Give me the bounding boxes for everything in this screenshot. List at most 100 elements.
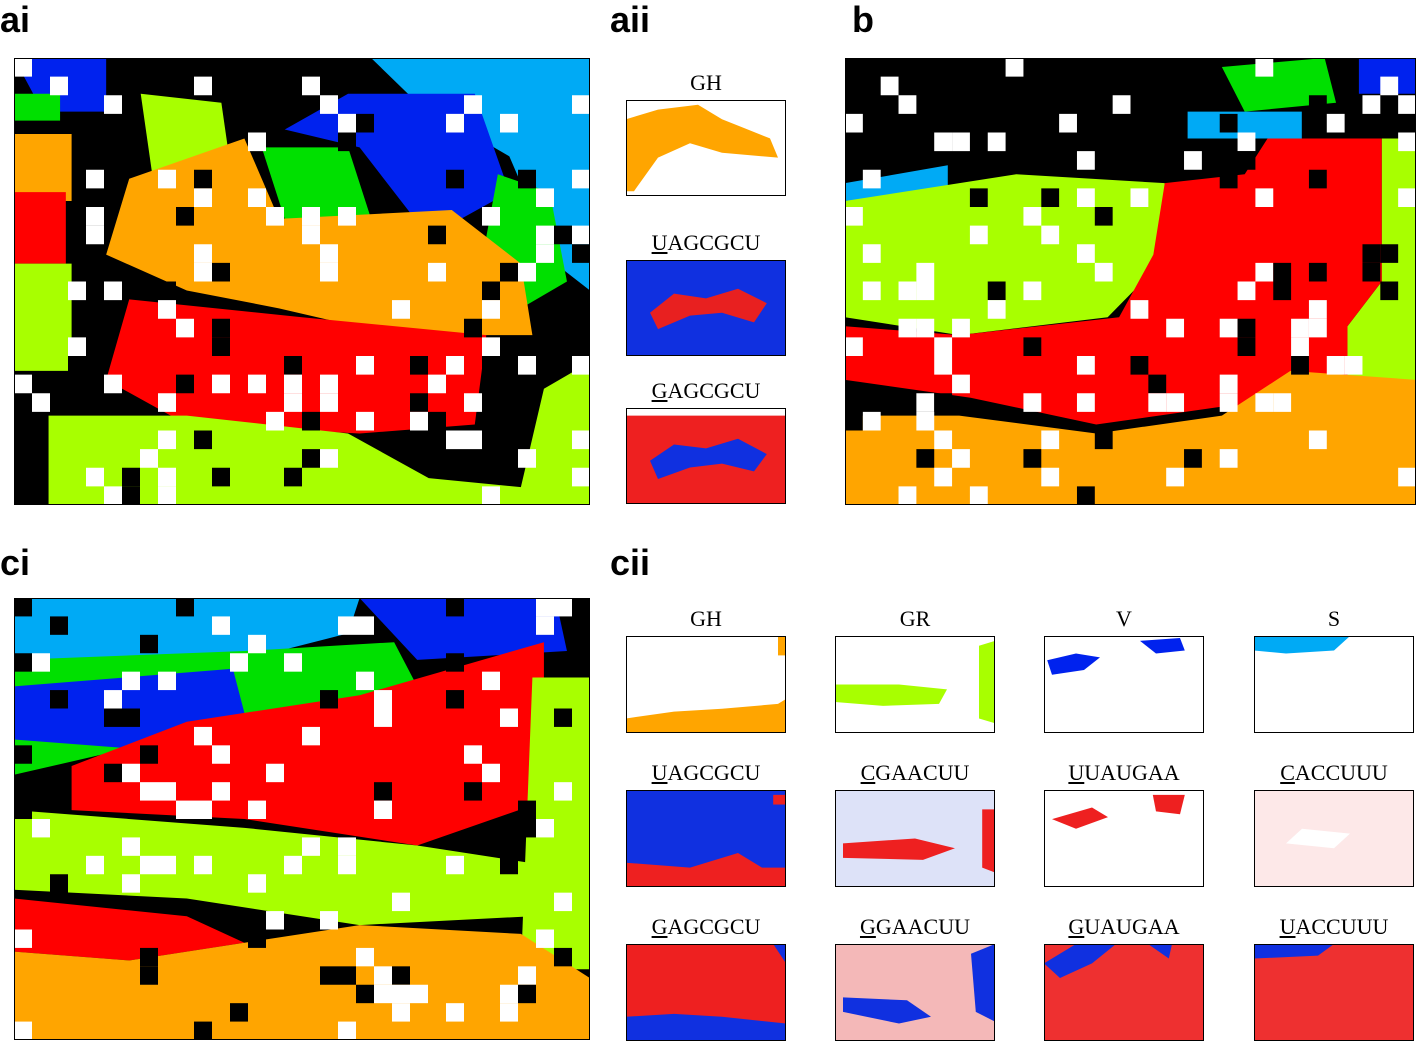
cell [1291,337,1309,356]
cell [284,653,302,672]
cell [374,966,392,985]
cell [1023,337,1042,356]
cell [1041,430,1060,450]
cell [338,1021,356,1040]
cell [482,207,500,226]
cell [302,726,320,746]
cell [338,966,356,985]
cell [248,800,266,819]
cell [122,113,140,133]
cell [464,393,482,412]
cell [86,467,104,487]
cell [1094,262,1113,282]
cell [969,151,988,170]
cell [1237,151,1256,170]
cell [898,281,917,301]
cell [987,132,1006,152]
cell [158,855,176,875]
cell [1023,281,1042,301]
cell [104,486,122,505]
cell [410,356,428,375]
cell [916,393,935,412]
cell [428,374,446,394]
cell [50,874,68,893]
cell [1308,169,1327,189]
cluster-map [845,58,1416,505]
cell [356,616,374,635]
cell [158,486,176,505]
cell [1308,262,1327,282]
cell [320,449,338,468]
cell [1148,393,1167,412]
map-title: CGAACUU [860,760,970,785]
cell [500,113,518,133]
cell [446,598,464,617]
map [626,100,786,196]
map-title: CACCUUU [1280,760,1388,785]
cell [212,374,230,394]
cell [104,95,122,114]
cell [1148,374,1167,394]
cell [916,318,935,338]
cell [122,95,140,114]
cell [284,374,302,394]
cell [50,616,68,635]
cell [158,430,176,450]
cell [122,763,140,783]
cell [1130,356,1149,375]
cell [1308,95,1327,114]
cell [14,653,32,672]
map [835,636,995,733]
cell [969,486,988,505]
cell [140,947,158,967]
cell [482,337,500,356]
cell [356,984,374,1004]
map [835,790,995,887]
cell [1219,393,1238,412]
cell [50,690,68,709]
cell [952,132,970,152]
cell [500,449,518,468]
map-title: UAGCGCU [651,230,761,255]
cell [1184,449,1202,468]
cell [374,782,392,801]
cell [934,132,953,152]
cell [14,58,32,77]
cell [1308,318,1327,338]
cell [1041,188,1060,207]
map [626,408,786,504]
map [1044,944,1204,1041]
cell [572,467,590,487]
cell [1184,151,1202,170]
cell [1166,76,1185,96]
cell [32,653,50,672]
cell [356,356,374,375]
cell [1041,225,1060,245]
cell [1076,356,1095,375]
cell [212,467,230,487]
cell [1219,318,1238,338]
cell [1094,430,1113,450]
cell [212,318,230,338]
map-title: GAGCGCU [651,378,761,403]
cell [482,356,500,375]
cell [266,911,284,930]
cell [176,598,194,617]
cell [338,132,356,152]
cell [572,225,590,245]
cell [1130,188,1149,207]
cell [1094,207,1113,226]
map [626,944,786,1041]
cell [1076,244,1095,263]
cell [518,262,536,282]
cell [1219,374,1238,394]
cell [536,244,554,263]
cell [338,616,356,635]
cell [554,708,572,727]
cell [536,819,554,838]
cell [1291,318,1309,338]
cell [212,262,230,282]
cell [1344,356,1363,375]
cell [1237,281,1256,301]
cell [140,966,158,985]
